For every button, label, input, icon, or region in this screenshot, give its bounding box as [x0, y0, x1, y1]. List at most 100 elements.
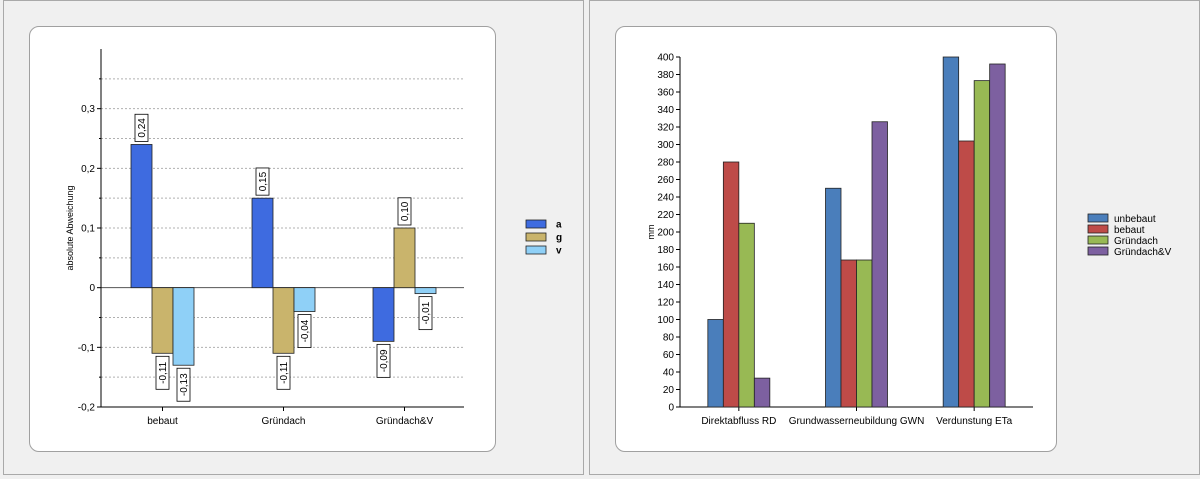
bar-3-0 [753, 377, 771, 408]
y-tick-label: 0,2 [81, 164, 95, 175]
legend-swatch-v [525, 245, 547, 255]
data-label-box [155, 355, 170, 390]
data-label-a-2: -0,09 [376, 343, 391, 378]
bar-0-0 [707, 319, 724, 408]
x-category-label: Grundwasserneubildung GWN [789, 416, 925, 427]
deviation-bar-chart: -0,2 -0,1 0 0,1 0,2 0,3 absolute Abweichung beb… [65, 49, 562, 427]
data-label-box [418, 296, 433, 331]
legend-label-0: unbebaut [1114, 214, 1156, 225]
bar-v-2 [414, 287, 437, 295]
x-category-label: Gründach [262, 416, 306, 427]
bar-3-2 [989, 63, 1006, 408]
y-tick-label: 340 [657, 105, 674, 116]
y-tick-label: 240 [657, 193, 674, 204]
data-label-box [397, 197, 412, 226]
legend-label-a: a [556, 220, 562, 231]
data-label-text: -0,01 [421, 301, 432, 324]
bar-g-1 [272, 287, 295, 354]
y-tick-label: 120 [657, 298, 674, 309]
bar-2-1 [856, 259, 873, 408]
y-tick-label: 280 [657, 158, 674, 169]
bar-3-1 [871, 121, 888, 408]
bar-g-0 [151, 287, 174, 354]
bar-g-2 [393, 227, 416, 289]
legend-label-3: Gründach&V [1114, 247, 1172, 258]
x-category-label: bebaut [147, 416, 178, 427]
bar-0-2 [942, 56, 960, 408]
y-tick-label: 40 [663, 368, 675, 379]
y-tick-label: 200 [657, 228, 674, 239]
legend-label-g: g [556, 233, 562, 244]
legend-label-1: bebaut [1114, 225, 1145, 236]
y-tick-label: 400 [657, 53, 674, 64]
x-category-label: Verdunstung ETa [936, 416, 1013, 427]
y-tick-label: -0,1 [78, 343, 96, 354]
data-label-text: 0,15 [258, 171, 269, 191]
y-tick-label: 320 [657, 123, 674, 134]
legend-label-2: Gründach [1114, 236, 1158, 247]
data-label-box [255, 167, 270, 196]
bar-1-2 [958, 140, 975, 408]
legend-swatch-0 [1087, 213, 1109, 223]
water-balance-bar-chart: 0 20 40 60 80 100 120 140 160 180 200 220 240 260 280 3… [646, 53, 1172, 428]
y-tick-label: -0,2 [78, 403, 96, 414]
y-tick-label: 380 [657, 70, 674, 81]
y-tick-label: 260 [657, 175, 674, 186]
data-label-a-0: 0,24 [134, 113, 149, 142]
y-tick-label: 60 [663, 350, 675, 361]
bar-0-1 [825, 187, 842, 408]
bar-1-1 [840, 259, 857, 408]
y-tick-label: 300 [657, 140, 674, 151]
bar-2-0 [738, 222, 755, 408]
x-category-label: Gründach&V [376, 416, 434, 427]
data-label-text: -0,11 [158, 361, 169, 383]
data-label-box [376, 343, 391, 378]
legend-swatch-3 [1087, 246, 1109, 256]
y-axis-title: absolute Abweichung [65, 185, 75, 270]
bar-v-0 [172, 287, 195, 366]
y-tick-label: 360 [657, 88, 674, 99]
data-label-box [176, 367, 191, 402]
legend-swatch-1 [1087, 224, 1109, 234]
bar-a-0 [130, 144, 153, 289]
data-label-text: 0,10 [400, 201, 411, 221]
legend-label-v: v [556, 246, 562, 257]
bar-1-0 [722, 161, 740, 408]
legend-swatch-a [525, 219, 547, 229]
right-chart-pane: 0 20 40 60 80 100 120 140 160 180 200 220 240 260 280 3… [589, 0, 1200, 475]
data-label-box [134, 113, 149, 142]
bar-v-1 [293, 287, 316, 312]
bar-a-2 [372, 287, 395, 342]
data-label-text: -0,11 [279, 361, 290, 383]
data-label-box [297, 314, 312, 348]
data-label-g-1: -0,11 [276, 355, 291, 390]
data-label-text: 0,24 [137, 118, 148, 138]
data-label-g-2: 0,10 [397, 197, 412, 226]
y-tick-label: 180 [657, 245, 674, 256]
bar-a-1 [251, 197, 274, 289]
y-axis-title: mm [646, 225, 656, 240]
y-tick-label: 160 [657, 263, 674, 274]
bar-2-2 [973, 80, 991, 408]
legend-swatch-g [525, 232, 547, 242]
data-label-v-2: -0,01 [418, 296, 433, 331]
data-label-text: -0,04 [300, 319, 311, 342]
y-tick-label: 80 [663, 333, 675, 344]
left-chart-pane: -0,2 -0,1 0 0,1 0,2 0,3 absolute Abweichung beb… [3, 0, 584, 475]
data-label-box [276, 355, 291, 390]
data-label-text: -0,13 [179, 373, 190, 396]
y-tick-label: 20 [663, 385, 675, 396]
y-tick-label: 220 [657, 210, 674, 221]
y-tick-label: 140 [657, 280, 674, 291]
y-tick-label: 0 [89, 283, 95, 294]
data-label-a-1: 0,15 [255, 167, 270, 196]
data-label-text: -0,09 [379, 349, 390, 372]
legend-swatch-2 [1087, 235, 1109, 245]
y-tick-label: 0,1 [81, 224, 95, 235]
y-tick-label: 0,3 [81, 104, 95, 115]
data-label-v-0: -0,13 [176, 367, 191, 402]
data-label-g-0: -0,11 [155, 355, 170, 390]
x-category-label: Direktabfluss RD [701, 416, 776, 427]
data-label-v-1: -0,04 [297, 314, 312, 348]
y-tick-label: 100 [657, 315, 674, 326]
